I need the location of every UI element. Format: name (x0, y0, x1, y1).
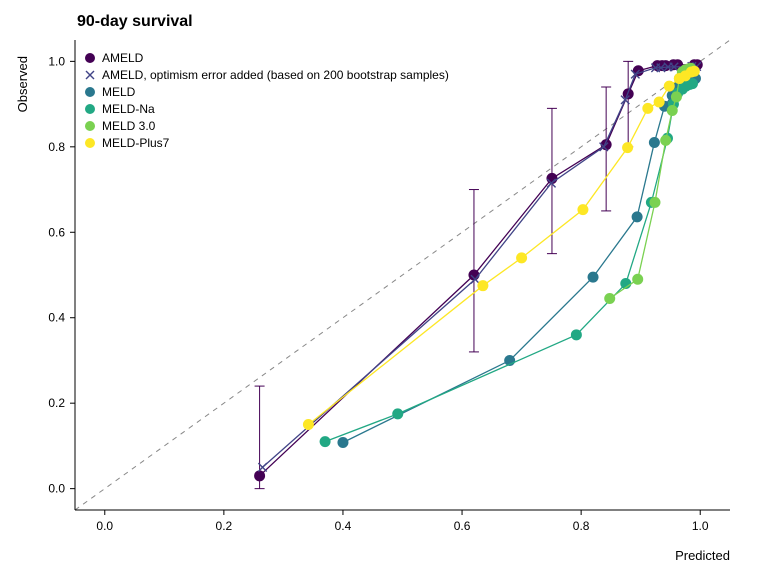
legend-label: AMELD, optimism error added (based on 20… (102, 68, 449, 82)
legend-label: AMELD (102, 51, 144, 65)
marker-circle (649, 197, 660, 208)
legend-label: MELD 3.0 (102, 119, 156, 133)
marker-circle (667, 105, 678, 116)
legend-marker-circle (85, 104, 95, 114)
series-line-AMELD (260, 65, 698, 476)
legend-marker-circle (85, 87, 95, 97)
diagonal-reference (75, 40, 730, 510)
chart-container: 0.0 0.2 0.4 0.6 0.8 1.0 0.0 0.2 0.4 0.6 0.8 1.0 Pred… (0, 0, 768, 576)
marker-circle (632, 274, 643, 285)
marker-circle (577, 204, 588, 215)
legend-label: MELD (102, 85, 136, 99)
x-tick-label: 0.4 (335, 519, 352, 533)
x-tick-label: 0.2 (216, 519, 233, 533)
x-tick-label: 0.8 (573, 519, 590, 533)
calibration-chart: 0.0 0.2 0.4 0.6 0.8 1.0 0.0 0.2 0.4 0.6 0.8 1.0 Pred… (0, 0, 768, 576)
y-tick-label: 0.0 (48, 482, 65, 496)
marker-circle (571, 329, 582, 340)
x-axis-label: Predicted (675, 548, 730, 563)
y-tick-label: 0.6 (48, 225, 65, 239)
legend-marker-circle (85, 53, 95, 63)
y-tick-label: 1.0 (48, 54, 65, 68)
marker-circle (622, 142, 633, 153)
y-tick-label: 0.4 (48, 311, 65, 325)
x-tick-label: 1.0 (692, 519, 709, 533)
marker-circle (642, 103, 653, 114)
marker-circle (303, 419, 314, 430)
marker-circle (660, 135, 671, 146)
marker-circle (632, 211, 643, 222)
legend-label: MELD-Plus7 (102, 136, 170, 150)
marker-circle (320, 436, 331, 447)
x-tick-label: 0.6 (454, 519, 471, 533)
legend-label: MELD-Na (102, 102, 155, 116)
x-tick-label: 0.0 (96, 519, 113, 533)
chart-title: 90-day survival (77, 13, 193, 30)
legend-marker-circle (85, 138, 95, 148)
marker-circle (649, 137, 660, 148)
y-axis-label: Observed (15, 56, 30, 112)
marker-circle (689, 66, 700, 77)
marker-circle (477, 280, 488, 291)
y-tick-label: 0.8 (48, 140, 65, 154)
marker-circle (588, 272, 599, 283)
legend-marker-circle (85, 121, 95, 131)
marker-circle (671, 91, 682, 102)
marker-circle (254, 470, 265, 481)
series-line-MELD-Na (325, 84, 692, 442)
marker-circle (516, 252, 527, 263)
marker-circle (664, 81, 675, 92)
y-tick-label: 0.2 (48, 396, 65, 410)
marker-circle (392, 408, 403, 419)
marker-circle (604, 293, 615, 304)
marker-circle (654, 96, 665, 107)
marker-circle (337, 437, 348, 448)
